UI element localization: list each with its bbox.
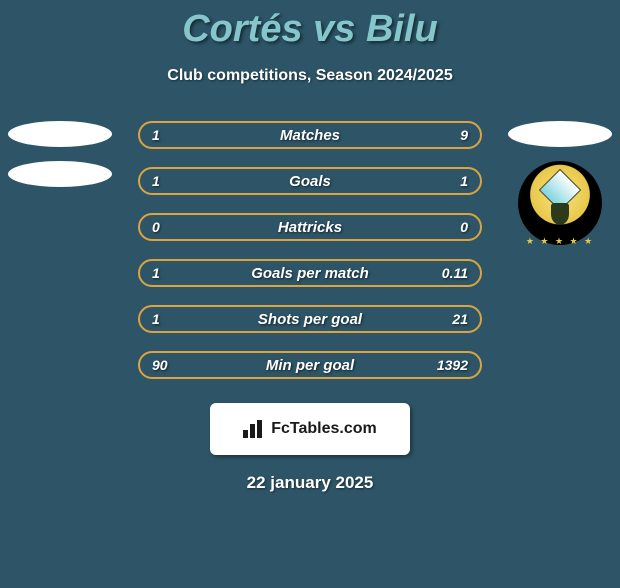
stat-row-goals: 1 Goals 1 — [138, 167, 482, 195]
brand-text: FcTables.com — [271, 420, 377, 438]
stat-right-value: 1392 — [437, 357, 468, 373]
stat-row-min-per-goal: 90 Min per goal 1392 — [138, 351, 482, 379]
comparison-content: ★ ★ ★ ★ ★ 1 Matches 9 1 Goals 1 0 Hattri… — [0, 121, 620, 493]
stat-label: Hattricks — [140, 219, 480, 236]
stat-label: Min per goal — [140, 357, 480, 374]
stat-right-value: 1 — [460, 173, 468, 189]
stat-bars: 1 Matches 9 1 Goals 1 0 Hattricks 0 1 Go… — [138, 121, 482, 379]
stat-label: Matches — [140, 127, 480, 144]
comparison-subtitle: Club competitions, Season 2024/2025 — [0, 67, 620, 85]
stat-right-value: 0.11 — [442, 265, 468, 281]
player-ellipse-icon — [508, 121, 612, 147]
stat-row-hattricks: 0 Hattricks 0 — [138, 213, 482, 241]
stat-right-value: 0 — [460, 219, 468, 235]
club-ellipse-icon — [8, 161, 112, 187]
brand-pill[interactable]: FcTables.com — [210, 403, 410, 455]
comparison-title: Cortés vs Bilu — [0, 8, 620, 51]
stat-row-goals-per-match: 1 Goals per match 0.11 — [138, 259, 482, 287]
bar-chart-icon — [243, 420, 265, 438]
stars-icon: ★ ★ ★ ★ ★ — [518, 236, 602, 247]
shield-icon — [551, 203, 569, 225]
stat-label: Goals — [140, 173, 480, 190]
snapshot-date: 22 january 2025 — [0, 473, 620, 493]
stat-row-matches: 1 Matches 9 — [138, 121, 482, 149]
stat-label: Shots per goal — [140, 311, 480, 328]
stat-row-shots-per-goal: 1 Shots per goal 21 — [138, 305, 482, 333]
right-player-badges: ★ ★ ★ ★ ★ — [508, 121, 612, 245]
stat-right-value: 9 — [460, 127, 468, 143]
left-player-badges — [8, 121, 112, 187]
stat-label: Goals per match — [140, 265, 480, 282]
player-ellipse-icon — [8, 121, 112, 147]
stat-right-value: 21 — [452, 311, 468, 327]
club-badge-icon: ★ ★ ★ ★ ★ — [518, 161, 602, 245]
